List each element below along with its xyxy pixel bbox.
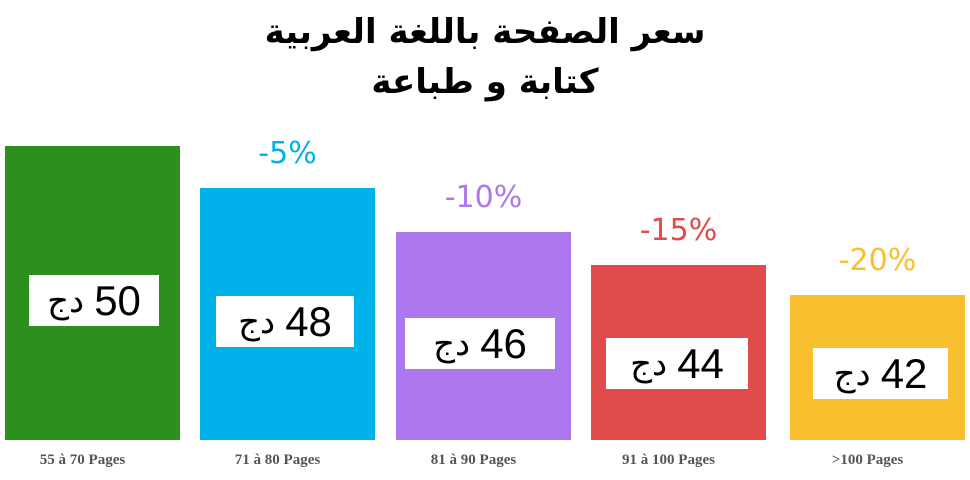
x-tick-label: 55 à 70 Pages [39,452,126,468]
currency-label: دج [833,353,871,394]
data-label: دج 48 [216,296,354,347]
x-tick-label: >100 Pages [831,452,904,468]
value-label: 50 [94,276,141,324]
data-label: دج 46 [405,318,555,369]
currency-label: دج [238,301,276,342]
value-label: 46 [480,319,527,367]
chart-title-line-1: سعر الصفحة باللغة العربية [264,12,706,52]
x-tick-label: 71 à 80 Pages [234,452,321,468]
data-label: دج 42 [813,348,948,399]
data-label: دج 50 [29,275,159,326]
value-label: 44 [677,339,724,387]
currency-label: دج [630,343,668,384]
value-label: 48 [285,297,332,345]
value-label: 42 [880,349,928,397]
data-label: دج 44 [606,338,748,389]
discount-label: -10% [444,180,523,215]
chart-title-line-2: كتابة و طباعة [371,62,599,102]
currency-label: دج [433,323,471,364]
discount-label: -20% [838,243,917,278]
currency-label: دج [47,280,85,321]
discount-label: -5% [258,136,317,171]
discount-label: -15% [639,213,718,248]
x-tick-label: 81 à 90 Pages [430,452,517,468]
x-tick-label: 91 à 100 Pages [622,452,715,468]
